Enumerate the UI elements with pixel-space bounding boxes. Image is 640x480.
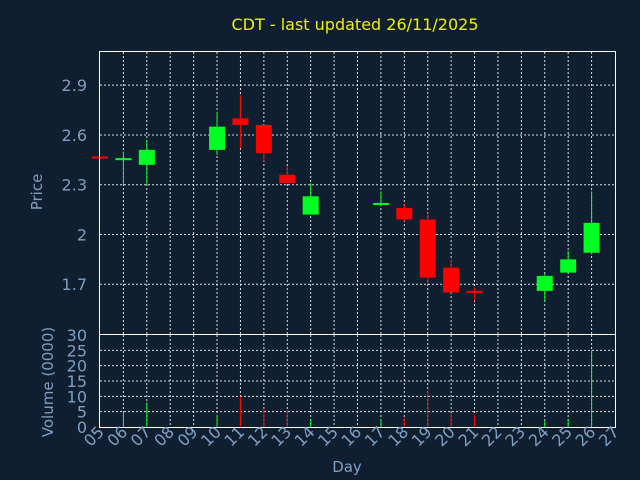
- candle-body: [536, 275, 553, 291]
- candle-body: [232, 118, 249, 125]
- x-axis-label: Day: [332, 458, 362, 476]
- candle-body: [302, 196, 319, 215]
- candle-body: [443, 267, 460, 293]
- price-tick-label: 1.7: [62, 275, 87, 294]
- volume-tick-label: 20: [67, 357, 87, 376]
- candle-body: [583, 222, 600, 253]
- volume-gridlines: [100, 335, 615, 427]
- volume-tick-label: 5: [77, 403, 87, 422]
- volume-tick-label: 10: [67, 387, 87, 406]
- candle-body: [115, 158, 132, 161]
- volume-axis-label: Volume (0000): [39, 327, 57, 437]
- price-tick-label: 2.3: [62, 176, 87, 195]
- volume-panel-frame: [99, 334, 616, 428]
- volume-tick-label: 30: [67, 326, 87, 345]
- day-tick-label: 27: [595, 422, 623, 450]
- volume-tick-label: 15: [67, 372, 87, 391]
- chart-title: CDT - last updated 26/11/2025: [232, 15, 479, 34]
- price-axis-label: Price: [28, 174, 46, 211]
- volume-tick-label: 25: [67, 341, 87, 360]
- volume-tick-label: 0: [77, 418, 87, 437]
- candle-body: [466, 290, 483, 293]
- price-tick-label: 2: [77, 225, 87, 244]
- price-tick-labels: 1.7 2 2.3 2.6 2.9: [62, 76, 87, 294]
- candle-body: [372, 202, 389, 205]
- day-tick-labels: 0506070809101112131415161718192021222324…: [80, 422, 623, 450]
- candle-body: [209, 126, 226, 150]
- candle-body: [138, 149, 155, 165]
- price-tick-label: 2.9: [62, 76, 87, 95]
- price-candles: [92, 95, 600, 301]
- candle-body: [560, 259, 577, 273]
- candle-body: [255, 124, 272, 154]
- price-tick-label: 2.6: [62, 126, 87, 145]
- volume-bars: [99, 350, 593, 427]
- candle-body: [396, 207, 413, 220]
- candle-body: [419, 219, 436, 278]
- candle-body: [279, 174, 296, 184]
- price-gridlines: [100, 52, 615, 334]
